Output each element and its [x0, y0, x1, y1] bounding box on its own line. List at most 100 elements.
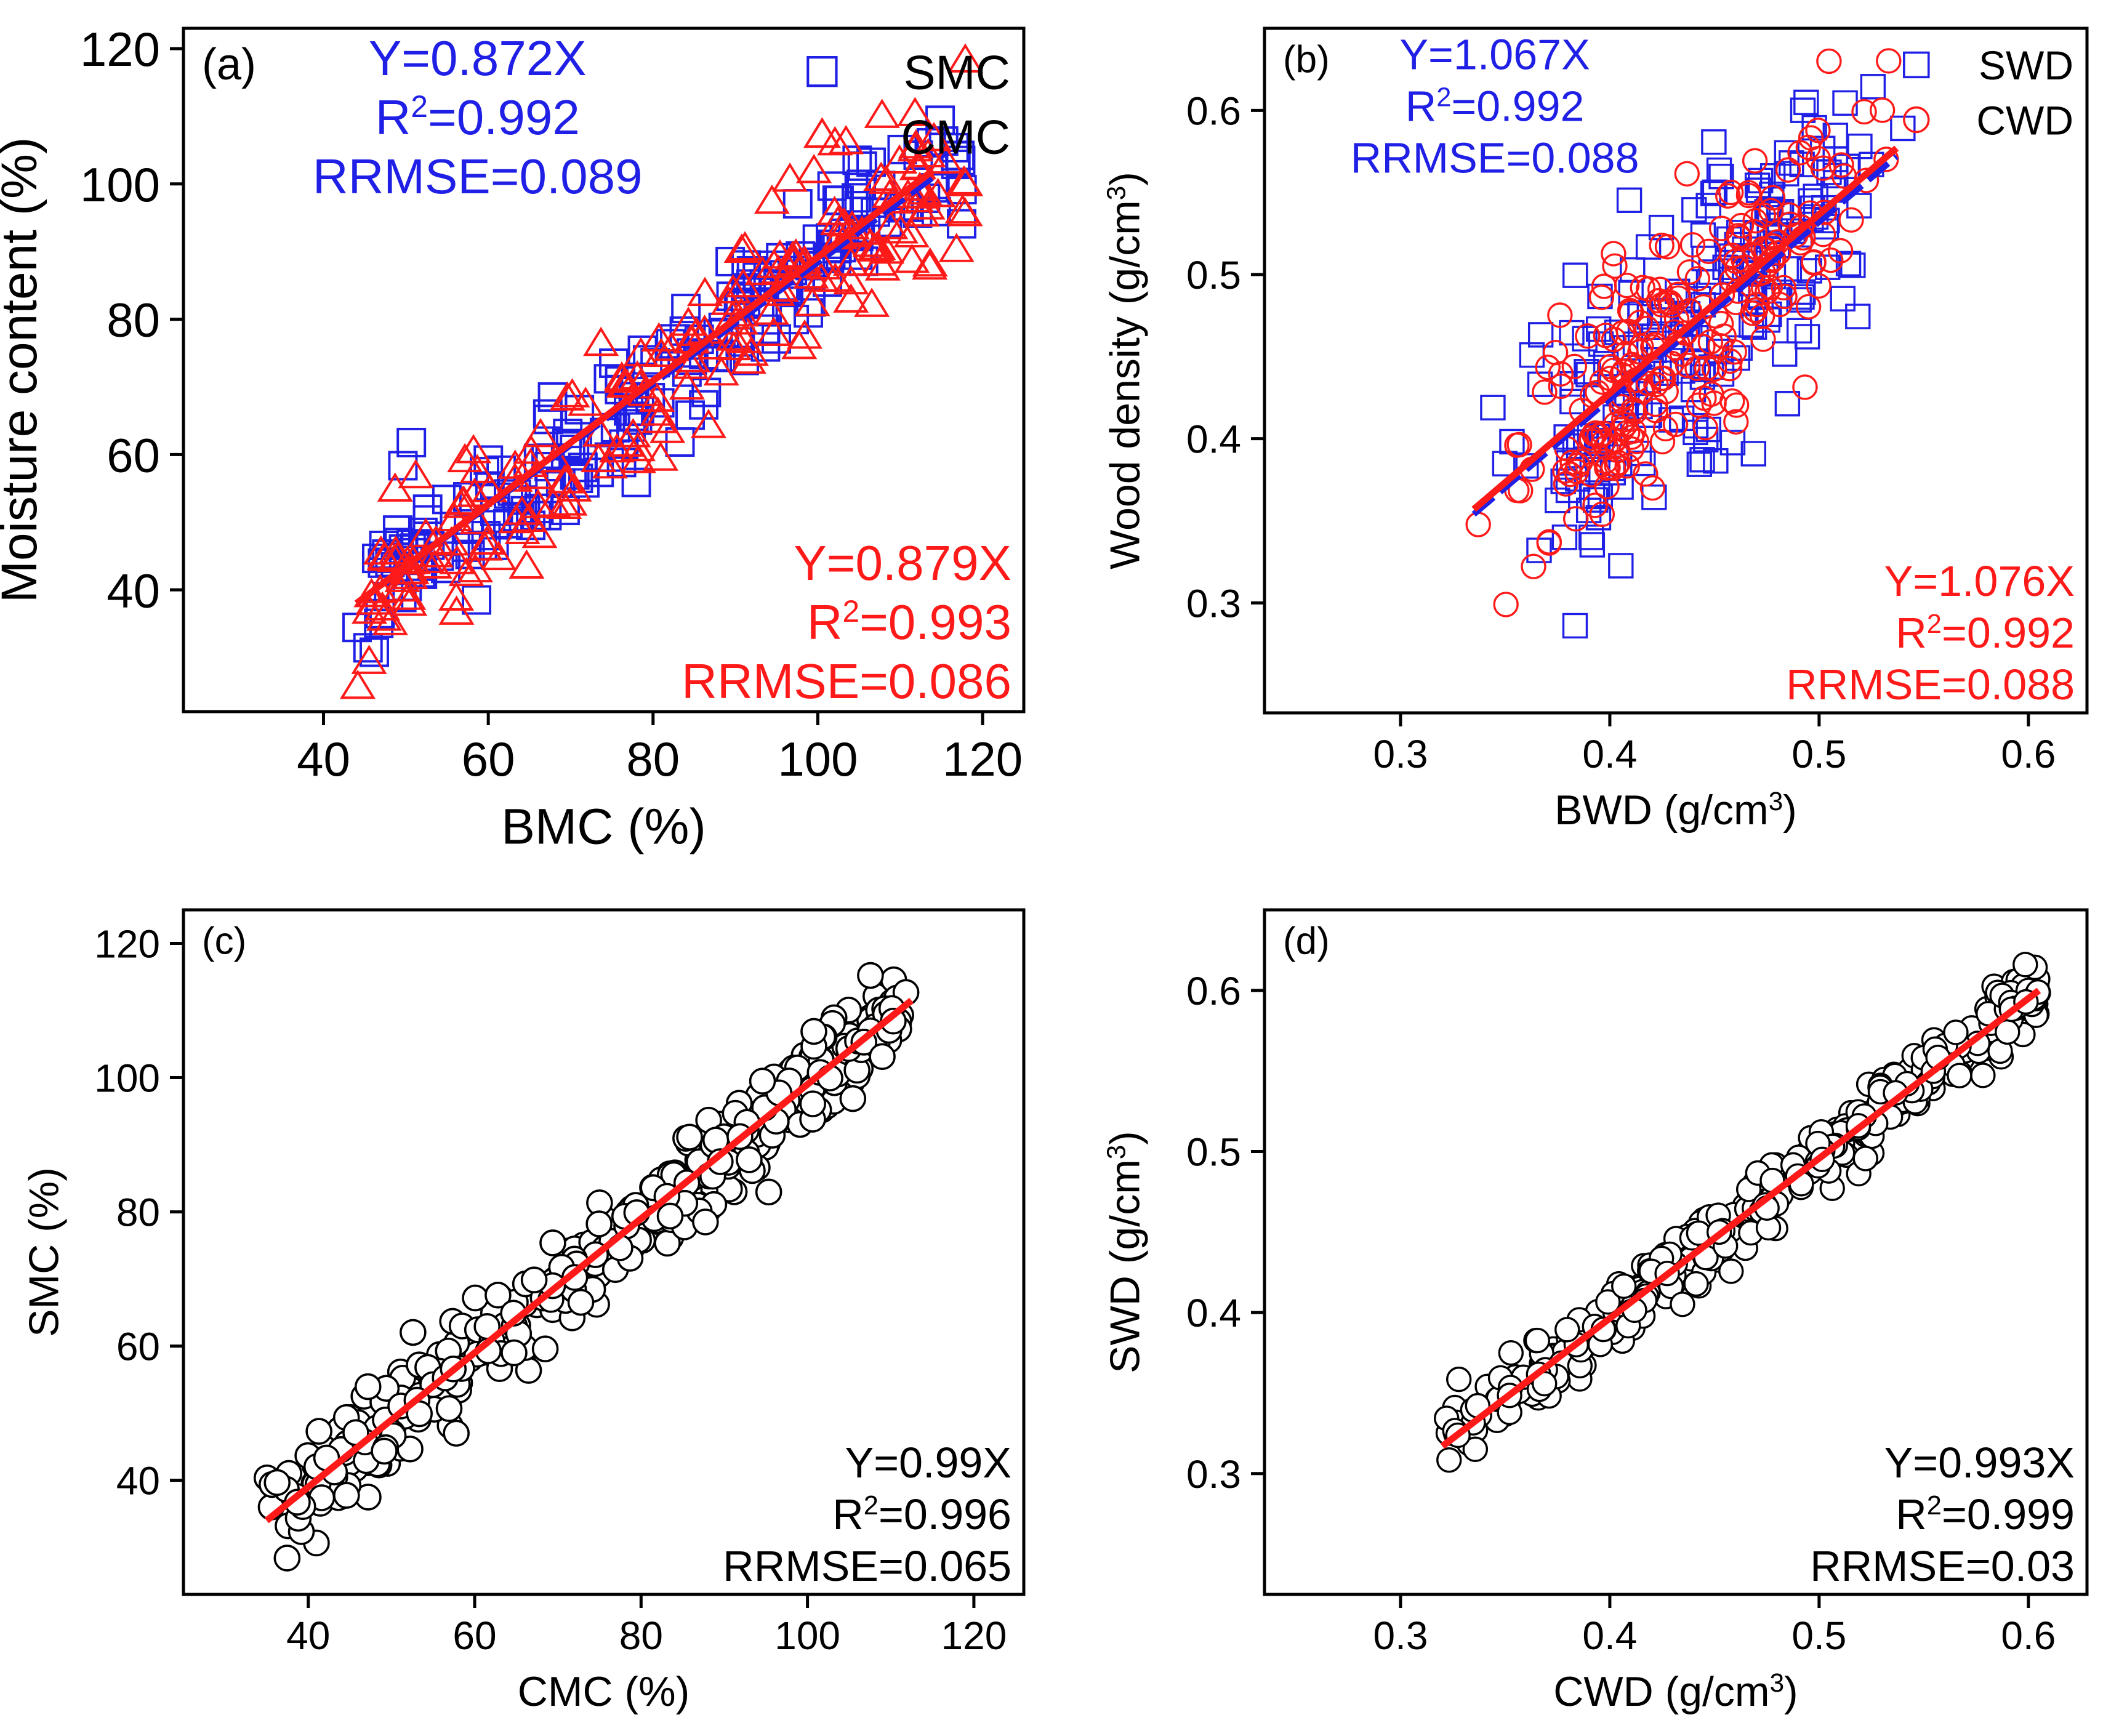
y-tick-label: 40 — [116, 1459, 160, 1503]
data-point-cwd — [1684, 266, 1710, 292]
data-point-cwd — [1744, 292, 1770, 318]
data-point-cmc — [480, 540, 517, 571]
data-point-swd — [1686, 451, 1713, 477]
legend-marker-cwd — [1903, 106, 1930, 134]
data-point-cmc — [816, 195, 853, 225]
data-point-cmc — [710, 285, 747, 315]
data-point-smc — [360, 637, 389, 667]
data-point-cmc — [639, 382, 675, 412]
data-point-cwd — [1759, 185, 1786, 211]
data-point-smc — [533, 399, 563, 429]
x-tick-label: 80 — [626, 732, 680, 786]
data-point-swd — [1608, 553, 1634, 579]
data-point-smc — [822, 185, 852, 215]
data-point-smc-vs-cmc — [567, 1288, 595, 1316]
data-point-swd — [1693, 427, 1719, 452]
data-point-cwd — [1674, 161, 1700, 187]
data-point-cmc — [468, 525, 505, 555]
panel-label: (b) — [1283, 38, 1330, 81]
data-point-cmc — [754, 184, 790, 214]
data-point-cmc — [398, 459, 434, 489]
panel-label: (c) — [202, 920, 246, 962]
data-point-cmc — [796, 153, 832, 183]
y-tick-label: 0.3 — [1186, 581, 1241, 625]
y-tick-label: 0.6 — [1186, 969, 1241, 1013]
fit-line-red — [1440, 987, 2041, 1449]
data-point-swd — [1703, 448, 1729, 474]
data-point-cmc — [832, 246, 869, 276]
y-tick-label: 0.5 — [1186, 253, 1241, 297]
data-point-smc-vs-cmc — [531, 1335, 559, 1362]
data-point-cmc — [467, 531, 503, 561]
data-point-swd — [1562, 613, 1588, 639]
y-tick-label: 80 — [116, 1191, 160, 1235]
plot-frame — [1263, 908, 2089, 1596]
data-point-cmc — [817, 262, 853, 292]
data-point-smc — [353, 633, 383, 663]
data-point-cmc — [390, 581, 427, 610]
data-point-cwd — [1716, 356, 1743, 382]
data-point-cmc — [642, 441, 679, 471]
data-point-cmc — [725, 268, 762, 298]
data-point-cmc — [554, 378, 590, 408]
data-point-swd-vs-cwd — [1436, 1447, 1462, 1473]
data-point-cmc — [443, 488, 479, 518]
data-point-cmc — [438, 595, 475, 625]
data-point-cwd — [1653, 379, 1679, 404]
y-tick-label: 120 — [94, 922, 160, 966]
data-point-cmc — [928, 144, 964, 174]
data-point-cwd — [1602, 253, 1628, 279]
data-point-cmc — [552, 486, 588, 516]
y-tick-label: 100 — [80, 158, 160, 212]
equation-text: Y=0.99X — [845, 1439, 1012, 1487]
y-tick-label: 0.4 — [1186, 417, 1241, 462]
data-point-smc-vs-cmc — [692, 1208, 719, 1236]
data-point-swd — [1890, 115, 1916, 142]
data-point-cwd — [1589, 501, 1615, 528]
legend-label-cmc: CMC — [901, 110, 1010, 164]
data-point-swd — [1759, 163, 1786, 189]
x-tick-label: 40 — [286, 1613, 330, 1658]
data-point-cmc — [521, 518, 558, 549]
data-point-smc-vs-cmc — [273, 1545, 301, 1572]
data-point-cwd — [1633, 461, 1659, 487]
data-point-swd-vs-cwd — [1611, 1273, 1637, 1300]
data-point-swd — [1545, 488, 1570, 513]
data-point-swd — [1681, 197, 1707, 223]
data-point-swd-vs-cwd — [1943, 1019, 1969, 1045]
data-point-cmc — [912, 250, 948, 280]
fit-line-red — [354, 167, 936, 606]
data-point-cwd — [1605, 437, 1631, 464]
data-point-cwd — [1792, 374, 1818, 400]
equation-text: Y=0.872X — [369, 31, 587, 86]
data-point-swd — [1790, 279, 1816, 305]
data-point-cwd — [1701, 390, 1727, 416]
data-point-cwd — [1728, 212, 1755, 239]
x-tick-label: 0.5 — [1791, 732, 1846, 776]
data-point-cmc — [609, 427, 645, 457]
data-point-cmc — [581, 443, 617, 473]
data-point-smc-vs-cmc — [520, 1266, 548, 1294]
data-point-swd — [1794, 324, 1820, 350]
data-point-swd — [1786, 318, 1812, 344]
data-point-cmc — [339, 669, 376, 699]
data-point-swd-vs-cwd — [1718, 1258, 1744, 1284]
legend-marker-cmc — [803, 117, 841, 148]
data-point-smc-vs-cmc — [676, 1123, 703, 1151]
legend-marker-smc — [806, 56, 838, 87]
data-point-cmc — [377, 535, 414, 565]
equation-text: Y=1.076X — [1884, 557, 2075, 605]
equation-text: R2=0.999 — [1896, 1490, 2075, 1538]
equation-text: Y=0.993X — [1884, 1439, 2075, 1487]
data-point-cmc — [897, 97, 933, 126]
data-point-smc-vs-cmc — [333, 1482, 360, 1509]
data-point-smc-vs-cmc — [656, 1202, 684, 1230]
equation-text: R2=0.993 — [807, 594, 1011, 649]
data-point-cmc — [819, 206, 856, 235]
data-point-cwd — [1772, 283, 1798, 310]
data-point-cwd — [1811, 199, 1838, 225]
data-point-swd — [1835, 251, 1862, 276]
equation-text: RRMSE=0.089 — [313, 149, 643, 204]
data-point-swd-vs-cwd — [1595, 1289, 1621, 1315]
